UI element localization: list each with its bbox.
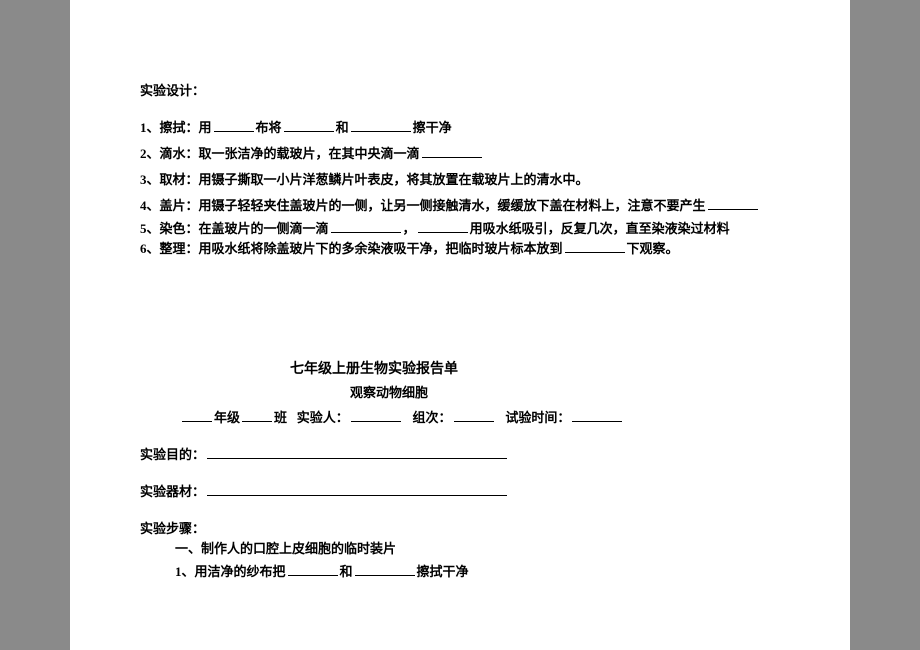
purpose-line: 实验目的： (140, 444, 780, 463)
design-heading: 实验设计： (140, 80, 780, 99)
text: 和 (340, 564, 353, 579)
step-1: 1、擦拭：用 布将 和 擦干净 (140, 115, 780, 141)
blank-time (572, 408, 622, 422)
blank (288, 562, 338, 576)
text: 用镊子撕取一小片洋葱鳞片叶表皮，将其放置在载玻片上的清水中。 (199, 172, 589, 187)
step-label: 整理： (160, 241, 199, 256)
step-2: 2、滴水：取一张洁净的载玻片，在其中央滴一滴 (140, 141, 780, 167)
grade-label: 年级 (214, 410, 240, 425)
text: 用吸水纸吸引，反复几次，直至染液染过材料 (470, 221, 730, 236)
purpose-label: 实验目的： (140, 447, 205, 462)
blank (422, 144, 482, 158)
text: 在盖玻片的一侧滴一滴 (199, 221, 329, 236)
class-label: 班 (274, 410, 287, 425)
text: 用 (199, 120, 212, 135)
blank (708, 196, 758, 210)
blank-equipment (207, 482, 507, 496)
experimenter-label: 实验人： (297, 410, 349, 425)
report-title: 七年级上册生物实验报告单 (140, 358, 780, 378)
step-label: 染色： (160, 221, 199, 236)
step-4: 4、盖片：用镊子轻轻夹住盖玻片的一侧，让另一侧接触清水，缓缓放下盖在材料上，注意… (140, 193, 780, 219)
info-line: 年级 班 实验人： 组次： 试验时间： (140, 407, 780, 426)
blank (565, 239, 625, 253)
step-3: 3、取材：用镊子撕取一小片洋葱鳞片叶表皮，将其放置在载玻片上的清水中。 (140, 167, 780, 193)
step-num: 3、 (140, 172, 160, 187)
step-num: 4、 (140, 198, 160, 213)
blank (418, 219, 468, 233)
blank (351, 118, 411, 132)
spacer (140, 258, 780, 358)
step-label: 取材： (160, 172, 199, 187)
time-label: 试验时间： (505, 410, 570, 425)
step-num: 2、 (140, 146, 160, 161)
text: 擦拭干净 (417, 564, 469, 579)
text: 1、用洁净的纱布把 (175, 564, 286, 579)
blank-class (242, 408, 272, 422)
text: 用镊子轻轻夹住盖玻片的一侧，让另一侧接触清水，缓缓放下盖在材料上，注意不要产生 (199, 198, 706, 213)
document-page: 实验设计： 1、擦拭：用布将和擦干净 2、滴水：取一张洁净的载玻片，在其中央滴一… (70, 0, 850, 650)
steps-heading: 实验步骤： (140, 518, 780, 537)
blank-group (454, 408, 494, 422)
text: 用吸水纸将除盖玻片下的多余染液吸干净，把临时玻片标本放到 (199, 241, 563, 256)
text: 和 (336, 120, 349, 135)
blank (284, 118, 334, 132)
text: 下观察。 (627, 241, 679, 256)
group-label: 组次： (413, 410, 452, 425)
step-label: 滴水： (160, 146, 199, 161)
report-subtitle: 观察动物细胞 (140, 382, 780, 401)
step-label: 擦拭： (160, 120, 199, 135)
text: 擦干净 (413, 120, 452, 135)
equipment-line: 实验器材： (140, 481, 780, 500)
equipment-label: 实验器材： (140, 484, 205, 499)
blank (331, 219, 401, 233)
blank-experimenter (351, 408, 401, 422)
text: 取一张洁净的载玻片，在其中央滴一滴 (199, 146, 420, 161)
blank (355, 562, 415, 576)
text: 布将 (256, 120, 282, 135)
substep-1: 一、制作人的口腔上皮细胞的临时装片 (140, 537, 780, 560)
step-5: 5、染色：在盖玻片的一侧滴一滴 ， 用吸水纸吸引，反复几次，直至染液染过材料 (140, 219, 780, 239)
blank-purpose (207, 445, 507, 459)
step-num: 5、 (140, 221, 160, 236)
step-6: 6、整理：用吸水纸将除盖玻片下的多余染液吸干净，把临时玻片标本放到 下观察。 (140, 239, 780, 259)
step-num: 1、 (140, 120, 160, 135)
step-label: 盖片： (160, 198, 199, 213)
text: ， (403, 221, 416, 236)
step-num: 6、 (140, 241, 160, 256)
substep-2: 1、用洁净的纱布把 和 擦拭干净 (140, 560, 780, 583)
blank (214, 118, 254, 132)
blank-grade (182, 408, 212, 422)
